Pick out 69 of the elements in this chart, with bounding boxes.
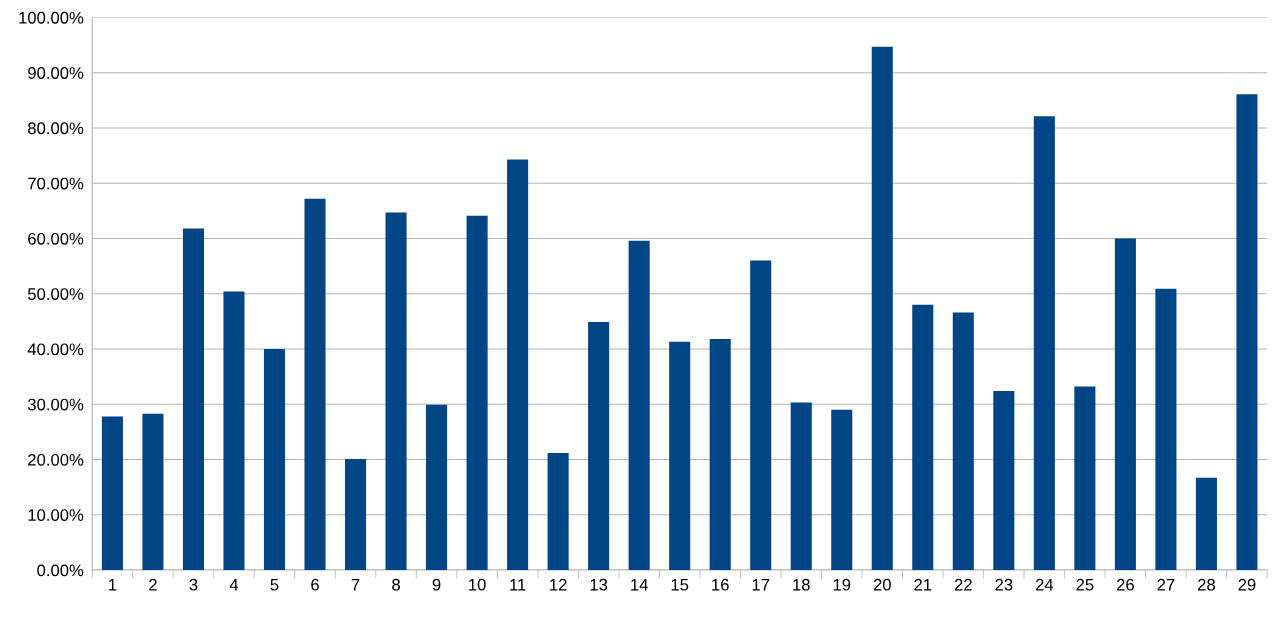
x-tick-label: 28 bbox=[1197, 578, 1215, 591]
bar bbox=[1236, 94, 1258, 571]
bar bbox=[628, 240, 650, 571]
bar bbox=[1155, 288, 1177, 571]
bar bbox=[507, 159, 529, 571]
bar bbox=[1033, 116, 1055, 571]
y-tick-label: 40.00% bbox=[27, 343, 84, 356]
x-tick-label: 22 bbox=[954, 578, 972, 591]
bar bbox=[1074, 386, 1096, 571]
x-tick-label: 23 bbox=[995, 578, 1013, 591]
bar bbox=[831, 409, 853, 571]
x-tick-label: 2 bbox=[149, 578, 157, 591]
bar bbox=[993, 391, 1015, 571]
bar bbox=[385, 212, 407, 571]
x-tick-label: 24 bbox=[1035, 578, 1054, 591]
y-tick-label: 80.00% bbox=[28, 122, 84, 135]
x-tick-label: 16 bbox=[712, 578, 729, 591]
bar bbox=[1195, 477, 1217, 571]
x-tick-label: 7 bbox=[351, 578, 360, 591]
y-tick-label: 90.00% bbox=[28, 67, 84, 79]
bar bbox=[182, 228, 204, 571]
y-tick-label: 0.00% bbox=[37, 564, 84, 577]
bar bbox=[790, 402, 812, 571]
bar bbox=[547, 452, 569, 571]
x-tick-label: 5 bbox=[270, 578, 279, 591]
y-tick-label: 100.00% bbox=[19, 11, 84, 24]
x-tick-label: 6 bbox=[311, 578, 319, 591]
bar bbox=[263, 349, 286, 571]
x-tick-label: 27 bbox=[1157, 578, 1175, 591]
x-tick-label: 14 bbox=[631, 578, 648, 591]
bar bbox=[223, 291, 245, 571]
y-tick-label: 70.00% bbox=[28, 177, 84, 190]
bar bbox=[709, 339, 731, 571]
bar bbox=[101, 416, 123, 571]
x-tick-label: 18 bbox=[793, 578, 810, 591]
y-tick-label: 10.00% bbox=[28, 509, 84, 521]
x-tick-label: 15 bbox=[671, 578, 689, 591]
bar bbox=[750, 260, 772, 571]
bar bbox=[1114, 238, 1136, 571]
x-tick-label: 9 bbox=[432, 578, 441, 591]
bar bbox=[304, 198, 326, 571]
x-tick-label: 8 bbox=[392, 578, 400, 591]
x-tick-label: 3 bbox=[189, 578, 198, 591]
x-tick-label: 4 bbox=[229, 578, 239, 591]
x-tick-label: 25 bbox=[1076, 578, 1094, 591]
x-tick-label: 12 bbox=[550, 578, 567, 591]
y-tick-label: 50.00% bbox=[27, 288, 84, 300]
x-tick-label: 13 bbox=[590, 578, 608, 591]
x-tick-label: 20 bbox=[873, 578, 891, 591]
bar bbox=[669, 341, 691, 571]
y-tick-label: 60.00% bbox=[28, 232, 84, 245]
x-tick-label: 10 bbox=[469, 578, 486, 591]
x-tick-label: 29 bbox=[1238, 578, 1256, 591]
y-tick-label: 20.00% bbox=[28, 453, 84, 466]
x-tick-label: 21 bbox=[914, 578, 932, 591]
bar bbox=[871, 46, 893, 571]
x-tick-label: 26 bbox=[1116, 578, 1134, 591]
x-tick-label: 19 bbox=[833, 578, 851, 591]
x-tick-label: 1 bbox=[109, 578, 117, 591]
bar bbox=[588, 321, 610, 571]
bar bbox=[142, 413, 164, 571]
bar bbox=[912, 304, 934, 571]
x-tick-label: 11 bbox=[510, 578, 526, 591]
bar bbox=[952, 312, 974, 571]
bar bbox=[466, 215, 488, 571]
y-tick-label: 30.00% bbox=[27, 398, 84, 411]
bar bbox=[426, 404, 448, 571]
bar bbox=[345, 458, 367, 571]
x-tick-label: 17 bbox=[752, 578, 770, 591]
